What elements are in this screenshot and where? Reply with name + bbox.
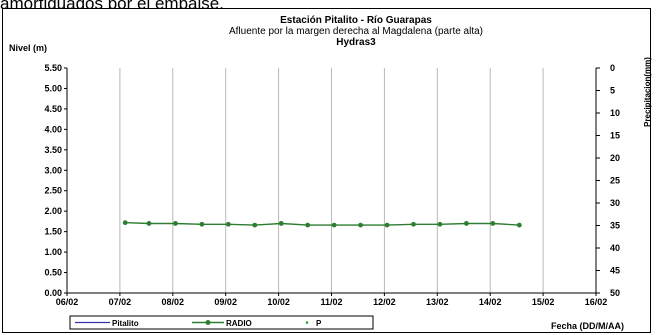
radio-series-line — [125, 221, 520, 226]
radio-data-point — [463, 221, 469, 226]
x-tick-label: 08/02 — [162, 297, 185, 307]
radio-data-point — [122, 220, 128, 226]
radio-data-point — [278, 221, 284, 226]
radio-data-point — [252, 222, 258, 228]
y-tick-label: 3.50 — [44, 145, 62, 155]
legend-p-label: P — [316, 319, 322, 328]
chart-axes — [64, 67, 600, 296]
x-tick-label: 13/02 — [426, 297, 449, 307]
radio-data-point — [173, 221, 178, 226]
x-tick-label: 16/02 — [585, 297, 608, 307]
chart-title: Estación Pitalito - Río Guarapas — [280, 15, 432, 26]
y-tick-label: 3.00 — [44, 165, 62, 175]
x-tick-label: 11/02 — [320, 297, 342, 307]
radio-data-point — [305, 222, 311, 228]
radio-data-point — [146, 221, 152, 226]
radio-data-point — [225, 221, 231, 227]
legend-p-marker — [305, 321, 309, 324]
y2-tick-label: 40 — [610, 243, 620, 253]
chart-legend: Pitalito RADIO P — [69, 315, 374, 330]
y-tick-label: 0.50 — [44, 268, 62, 278]
x-tick-label: 14/02 — [479, 297, 502, 307]
chart-grid — [119, 68, 544, 293]
y2-tick-label: 15 — [610, 131, 620, 141]
y-tick-label: 5.50 — [44, 63, 62, 73]
radio-data-point — [490, 221, 496, 226]
y2-tick-label: 35 — [610, 221, 620, 231]
y-tick-labels: 0.00 0.50 1.00 1.50 2.00 2.50 3.00 3.50 4.00 4.50… — [44, 63, 62, 298]
legend-radio-marker — [205, 320, 211, 325]
radio-data-point — [331, 222, 337, 228]
y2-tick-label: 5 — [610, 86, 615, 96]
radio-data-point — [516, 222, 522, 228]
radio-data-point — [437, 221, 443, 227]
y-tick-label: 2.00 — [44, 206, 62, 216]
y2-tick-label: 50 — [610, 288, 620, 298]
y-tick-label: 1.50 — [44, 227, 62, 237]
x-tick-label: 06/02 — [56, 297, 79, 307]
radio-data-point — [411, 221, 416, 227]
x-tick-label: 12/02 — [373, 297, 396, 307]
chart-subtitle2: Hydras3 — [336, 37, 376, 48]
y-tick-label: 2.50 — [44, 186, 62, 196]
y-tick-label: 4.50 — [44, 104, 62, 114]
legend-pitalito-label: Pitalito — [112, 319, 139, 328]
y2-tick-label: 20 — [610, 153, 620, 163]
x-tick-labels: 06/02 07/02 08/02 09/02 10/02 11/02 12/02 13/02… — [56, 297, 608, 307]
x-tick-label: 15/02 — [532, 297, 555, 307]
radio-data-point — [384, 222, 390, 228]
y-tick-label: 0.00 — [44, 288, 62, 298]
y2-tick-labels: 0 5 10 15 20 25 30 35 40 45 50 — [610, 63, 620, 298]
x-tick-label: 10/02 — [267, 297, 290, 307]
y2-tick-label: 0 — [610, 63, 615, 73]
y2-tick-label: 25 — [610, 176, 620, 186]
radio-data-point — [358, 222, 363, 228]
y2-tick-label: 30 — [610, 198, 620, 208]
y2-axis-label: Precipitacion(mm) — [643, 57, 652, 127]
radio-data-point — [199, 221, 205, 227]
x-tick-label: 09/02 — [214, 297, 237, 307]
y-axis-label: Nivel (m) — [9, 43, 47, 53]
y2-tick-label: 45 — [610, 266, 620, 276]
x-tick-label: 07/02 — [109, 297, 132, 307]
x-axis-label: Fecha (DD/M/AA) — [551, 321, 624, 331]
chart-subtitle: Afluente por la margen derecha al Magdal… — [229, 26, 483, 37]
legend-radio-label: RADIO — [226, 319, 252, 328]
y-tick-label: 4.00 — [44, 124, 62, 134]
chart-series — [122, 220, 522, 228]
y2-tick-label: 10 — [610, 108, 620, 118]
y-tick-label: 1.00 — [44, 247, 62, 257]
y-tick-label: 5.00 — [44, 83, 62, 93]
